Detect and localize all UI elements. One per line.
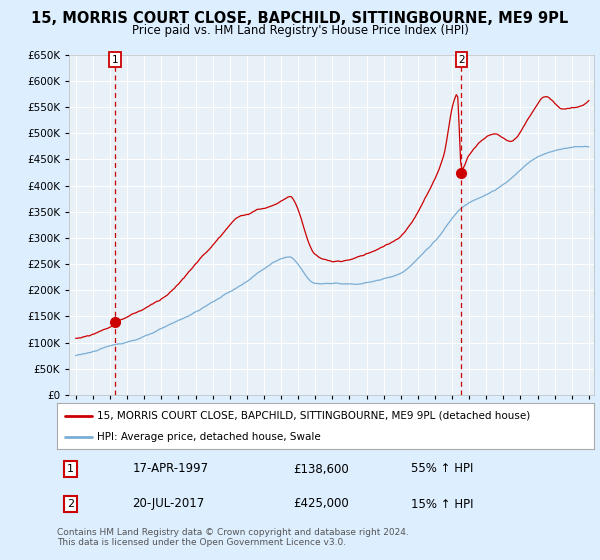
Text: Price paid vs. HM Land Registry's House Price Index (HPI): Price paid vs. HM Land Registry's House …	[131, 24, 469, 37]
Text: 15% ↑ HPI: 15% ↑ HPI	[412, 497, 474, 511]
Text: 1: 1	[112, 55, 118, 65]
Text: £138,600: £138,600	[293, 463, 349, 475]
Text: HPI: Average price, detached house, Swale: HPI: Average price, detached house, Swal…	[97, 432, 321, 442]
Text: 20-JUL-2017: 20-JUL-2017	[132, 497, 205, 511]
Text: 17-APR-1997: 17-APR-1997	[132, 463, 208, 475]
Text: 1: 1	[67, 464, 74, 474]
Text: £425,000: £425,000	[293, 497, 349, 511]
Text: Contains HM Land Registry data © Crown copyright and database right 2024.
This d: Contains HM Land Registry data © Crown c…	[57, 528, 409, 547]
Text: 15, MORRIS COURT CLOSE, BAPCHILD, SITTINGBOURNE, ME9 9PL (detached house): 15, MORRIS COURT CLOSE, BAPCHILD, SITTIN…	[97, 410, 530, 421]
Text: 55% ↑ HPI: 55% ↑ HPI	[412, 463, 474, 475]
Text: 15, MORRIS COURT CLOSE, BAPCHILD, SITTINGBOURNE, ME9 9PL: 15, MORRIS COURT CLOSE, BAPCHILD, SITTIN…	[31, 11, 569, 26]
Text: 2: 2	[458, 55, 465, 65]
Text: 2: 2	[67, 499, 74, 509]
